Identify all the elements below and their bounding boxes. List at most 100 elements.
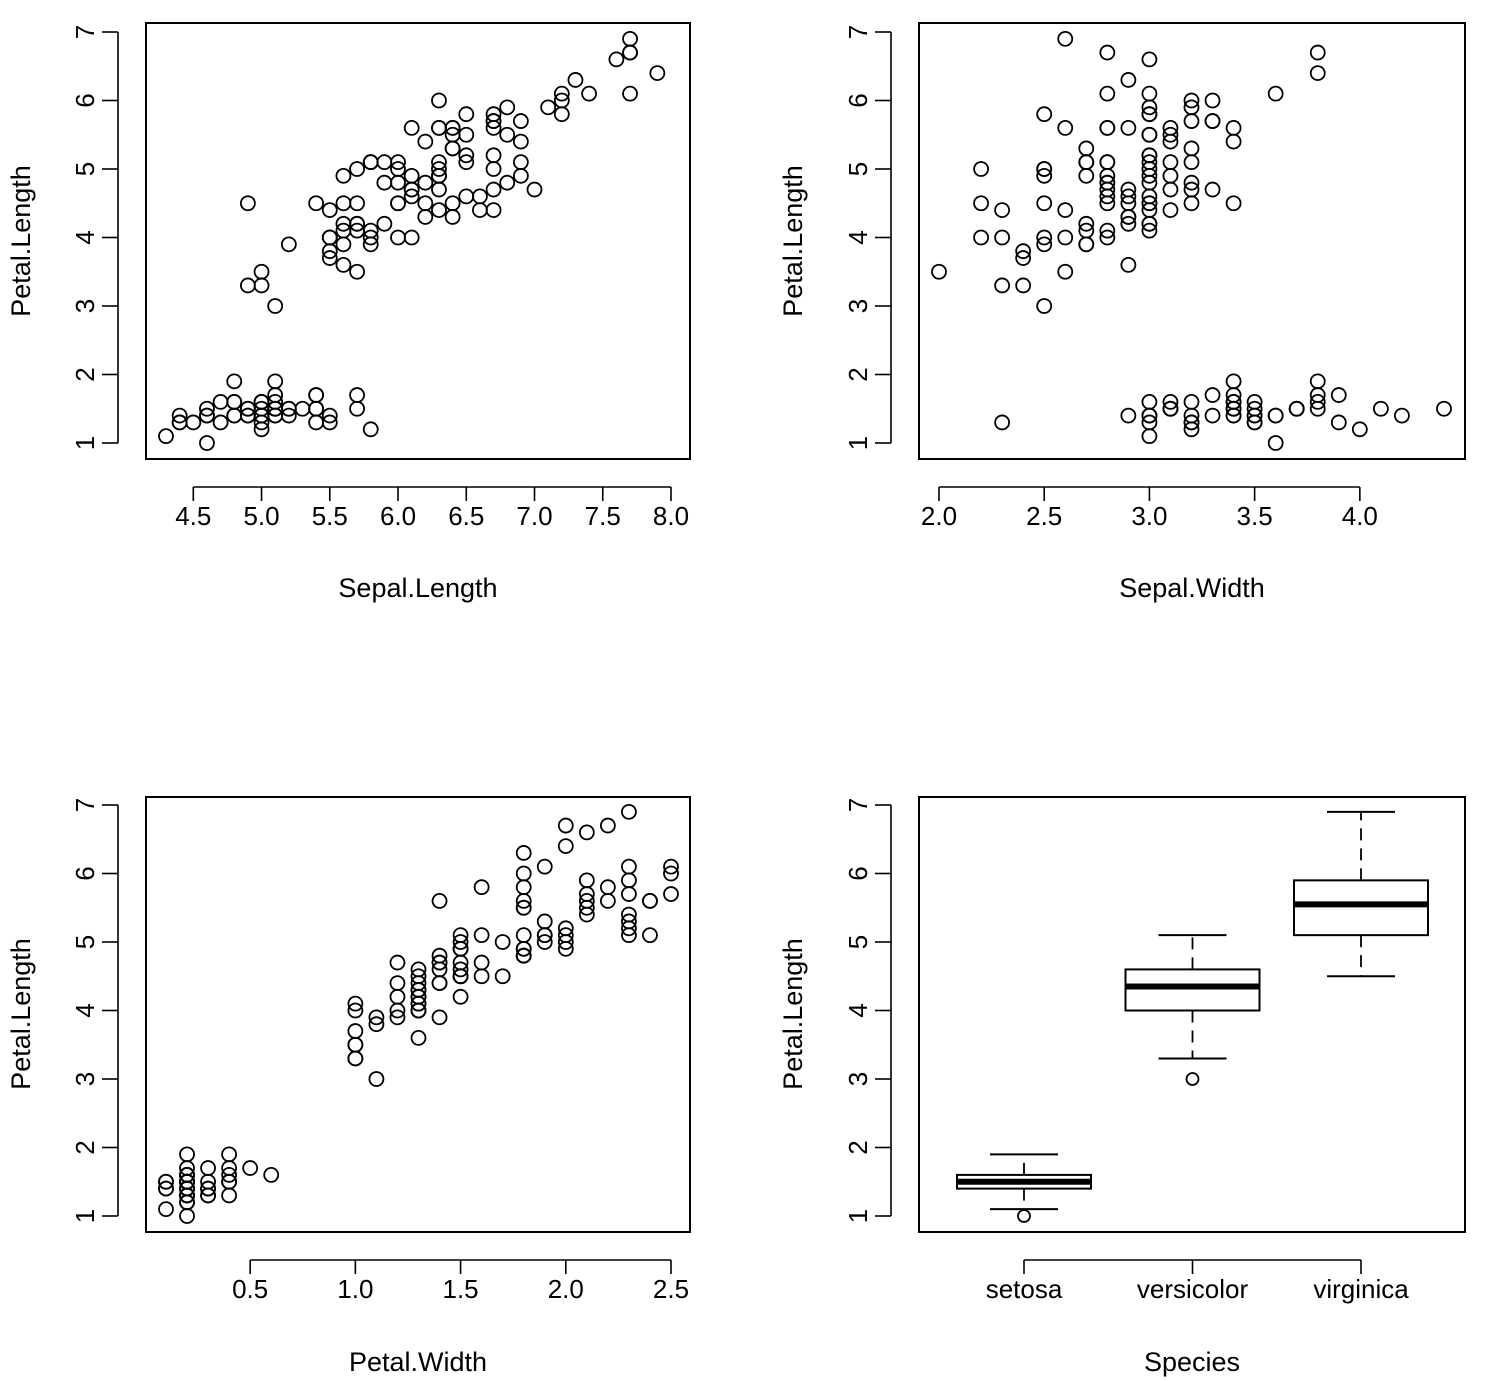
x-tick-label: versicolor [1137,1274,1249,1304]
data-point [1183,414,1200,431]
data-point [308,400,325,417]
data-point [512,113,529,129]
data-point [473,879,490,896]
data-point [1330,414,1347,431]
y-tick-label: 1 [843,1209,873,1223]
data-point [431,154,447,171]
data-point [536,927,553,944]
data-point [389,1009,406,1026]
data-point [472,188,488,205]
x-tick-label: 0.5 [232,1274,268,1304]
y-tick-label: 3 [70,299,100,313]
data-point [1267,435,1284,451]
data-point [485,113,502,129]
data-point [321,229,338,246]
data-point [417,209,434,225]
data-point [1057,202,1074,219]
data-point [221,1146,238,1163]
data-point [473,968,490,985]
data-point [1372,400,1389,417]
data-point [526,181,543,198]
data-point [621,927,637,944]
data-point [444,209,461,225]
data-point [485,161,502,177]
data-point [221,1167,238,1183]
data-point [362,154,379,171]
data-point [179,1146,195,1163]
x-tick-label: setosa [986,1274,1063,1304]
data-point [1057,30,1074,47]
data-point [1141,147,1158,164]
data-point [347,1002,364,1019]
y-axis-title: Petal.Length [778,165,808,317]
data-point [1225,195,1242,212]
y-tick-label: 1 [70,1209,100,1223]
x-tick-label: 2.5 [1026,501,1062,531]
data-point [349,161,365,177]
data-point [515,879,532,896]
y-axis-title: Petal.Length [778,938,808,1090]
data-point [347,995,364,1012]
data-point [179,1180,195,1197]
data-point [403,229,420,246]
data-point [649,65,666,81]
data-point [452,961,469,978]
data-point [390,195,406,212]
data-point [347,1036,364,1053]
plot-frame [918,796,1466,1233]
y-tick-label: 1 [843,436,873,450]
data-point [458,188,475,205]
data-point [622,44,638,61]
data-point [212,414,229,431]
data-point [267,393,284,410]
data-point [1351,421,1368,438]
data-point [321,407,338,424]
data-point [321,250,338,266]
x-axis-title: Sepal.Length [338,573,497,603]
data-point [452,988,469,1005]
data-point [1204,181,1221,198]
x-tick-label: 6.5 [448,501,484,531]
y-tick-label: 6 [70,93,100,107]
data-point [403,167,420,184]
data-point [1183,99,1200,116]
data-point [1225,400,1242,417]
data-point [1162,154,1179,171]
data-point [578,824,595,841]
y-tick-label: 6 [843,866,873,880]
data-point [1246,414,1263,431]
data-point [1330,387,1347,403]
boxplot-marks [956,810,1429,1223]
data-point [458,154,475,171]
data-point [515,947,532,964]
data-point [431,161,447,177]
x-tick-label: 2.0 [548,1274,584,1304]
data-point [512,133,529,150]
data-point [221,1187,238,1204]
data-point [1309,393,1326,410]
data-point [1120,209,1137,225]
y-tick-label: 3 [843,1072,873,1086]
data-point [994,277,1011,294]
data-point [239,195,256,212]
data-point [1120,72,1137,88]
data-point [1204,407,1221,424]
plot-frame [145,22,691,460]
data-point [403,120,420,136]
data-point [1036,167,1053,184]
data-point [335,195,352,212]
x-tick-label: 2.5 [653,1274,689,1304]
data-point [389,975,406,991]
x-axis-title: Petal.Width [349,1347,487,1377]
data-point [567,72,584,88]
data-point [1225,133,1242,150]
data-point [1162,393,1179,410]
data-point [1204,92,1221,109]
plot-frame [918,22,1466,460]
data-point [349,263,365,280]
outlier-point [1185,1072,1200,1086]
data-point [321,414,338,431]
data-point [368,1009,385,1026]
data-point [267,298,284,314]
